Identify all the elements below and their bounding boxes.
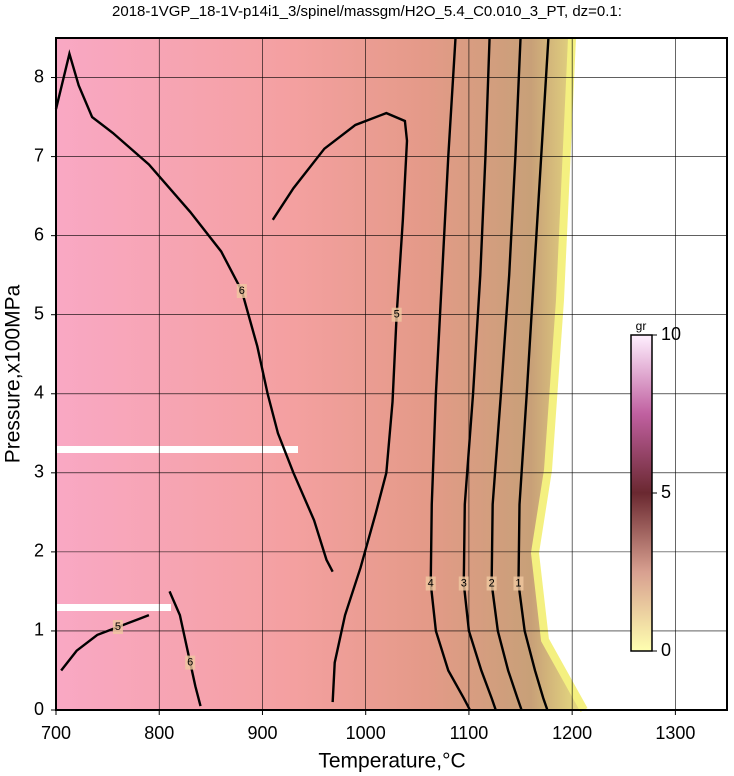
contour-label-bg bbox=[486, 576, 497, 591]
x-axis-label: Temperature,°C bbox=[318, 750, 465, 773]
contour-label-bg bbox=[425, 576, 436, 591]
colorbar-tick-label: 10 bbox=[661, 324, 681, 344]
x-tick-label: 1200 bbox=[552, 723, 592, 743]
missing-band bbox=[56, 604, 171, 611]
missing-band bbox=[56, 446, 298, 453]
x-tick-label: 1300 bbox=[655, 723, 695, 743]
contour-line bbox=[54, 49, 334, 573]
field-area bbox=[56, 38, 584, 710]
plot-frame bbox=[55, 37, 728, 711]
y-tick-label: 7 bbox=[34, 145, 44, 165]
contour-label: 4 bbox=[428, 577, 434, 589]
y-tick-label: 5 bbox=[34, 303, 44, 323]
contour-line bbox=[490, 37, 523, 711]
y-tick-label: 1 bbox=[34, 620, 44, 640]
y-tick-label: 4 bbox=[34, 383, 44, 403]
colorbar-tick-label: 0 bbox=[661, 640, 671, 660]
contour-label-bg bbox=[513, 576, 524, 591]
y-tick-label: 3 bbox=[34, 462, 44, 482]
contour-line bbox=[271, 111, 409, 703]
contour-line bbox=[429, 37, 472, 711]
contour-line bbox=[60, 614, 150, 672]
colorbar-tick-label: 5 bbox=[661, 482, 671, 502]
contour-label: 5 bbox=[394, 309, 400, 321]
contour-label-bg bbox=[236, 283, 247, 298]
y-tick-label: 2 bbox=[34, 541, 44, 561]
contour-label-bg bbox=[185, 655, 196, 670]
contour-line bbox=[462, 37, 497, 711]
x-tick-label: 700 bbox=[41, 723, 71, 743]
y-tick-label: 6 bbox=[34, 224, 44, 244]
colorbar bbox=[630, 334, 653, 652]
y-tick-label: 8 bbox=[34, 66, 44, 86]
y-tick-label: 0 bbox=[34, 699, 44, 719]
y-axis-label: Pressure,x100MPa bbox=[2, 284, 25, 463]
contour-label-bg bbox=[391, 307, 402, 322]
contour-line bbox=[168, 590, 202, 707]
field-edge bbox=[530, 37, 588, 712]
contour-label: 1 bbox=[515, 577, 521, 589]
contour-line bbox=[517, 37, 550, 711]
chart-title: 2018-1VGP_18-1V-p14i1_3/spinel/massgm/H2… bbox=[112, 3, 622, 20]
contour-label-bg bbox=[112, 619, 123, 634]
x-tick-label: 1100 bbox=[450, 723, 489, 743]
x-tick-label: 1000 bbox=[346, 723, 386, 743]
colorbar-label: gr bbox=[636, 319, 647, 333]
x-tick-label: 900 bbox=[247, 723, 277, 743]
contour-label: 6 bbox=[239, 285, 245, 297]
contour-label-bg bbox=[458, 576, 469, 591]
contour-label: 3 bbox=[461, 577, 467, 589]
contour-label: 6 bbox=[187, 656, 193, 668]
contour-label: 2 bbox=[489, 577, 495, 589]
contour-label: 5 bbox=[115, 621, 121, 633]
x-tick-label: 800 bbox=[144, 723, 174, 743]
